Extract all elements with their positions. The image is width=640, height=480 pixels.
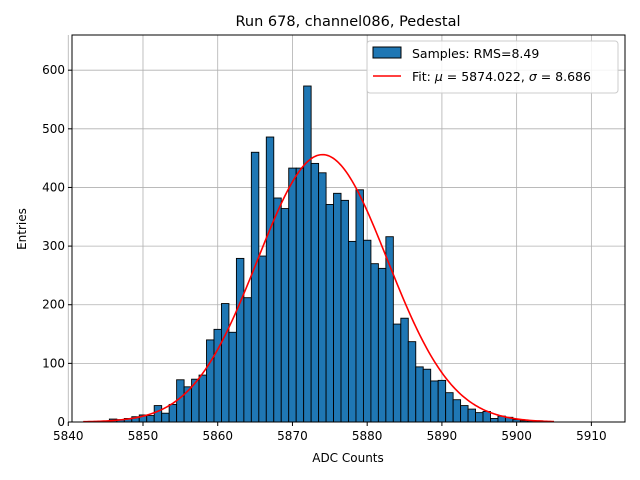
histogram-bar [243,297,252,423]
x-tick-label: 5880 [352,429,383,443]
y-tick-label: 200 [42,298,65,312]
histogram-bar [407,341,417,423]
histogram-bar [460,405,469,423]
histogram-bar [400,317,409,423]
histogram-bar [221,303,230,423]
histogram-bar [392,323,402,423]
histogram-bar [183,386,193,423]
chart-title: Run 678, channel086, Pedestal [235,14,460,30]
histogram-bar [362,239,372,423]
histogram-bar [168,403,178,423]
legend-fit-label: Fit: μ = 5874.022, σ = 8.686 [412,69,591,84]
histogram-bar [288,167,297,423]
x-axis-ticks: 5840 5850 5860 5870 5880 5890 5900 5910 [53,422,607,443]
x-tick-label: 5840 [53,429,84,443]
y-tick-label: 0 [57,415,65,429]
y-tick-label: 300 [42,239,65,253]
histogram-bar [422,368,432,423]
x-tick-label: 5850 [128,429,159,443]
histogram-bar [280,208,290,423]
x-tick-label: 5870 [277,429,308,443]
y-axis-label: Entries [15,208,29,250]
legend: Samples: RMS=8.49 Fit: μ = 5874.022, σ =… [366,40,619,94]
histogram-bar [318,172,327,423]
histogram-bar [265,136,275,423]
x-axis-label: ADC Counts [312,451,384,465]
histogram-bar [295,167,305,423]
histogram-bar [340,199,349,423]
histogram-bar [437,379,447,423]
histogram-bar [153,405,163,423]
histogram-bar [333,192,342,423]
x-tick-label: 5900 [501,429,532,443]
y-tick-label: 400 [42,180,65,194]
histogram-bar [161,412,170,423]
histogram-bar [176,379,185,423]
histogram-bar [198,374,207,423]
histogram-bar [235,257,245,423]
histogram-bar [355,189,364,423]
legend-samples-label: Samples: RMS=8.49 [412,46,539,61]
y-tick-label: 600 [42,63,65,77]
histogram-bar [348,240,357,423]
histogram-bar [258,255,267,423]
histogram-bar [370,263,379,423]
histogram-bar [206,339,215,423]
histogram-bar [310,162,320,423]
histogram-bars [108,85,544,423]
histogram-bar [475,412,484,423]
y-axis-ticks: 0 100 200 300 400 500 600 [42,63,72,429]
legend-box [366,40,619,94]
y-tick-label: 100 [42,356,65,370]
x-tick-label: 5910 [576,429,607,443]
histogram-bar [430,380,439,423]
histogram-bar [146,415,155,423]
axes-frame [71,34,626,423]
grid [67,35,625,423]
y-tick-label: 500 [42,122,65,136]
histogram-bar [228,331,237,423]
histogram-bar [303,85,312,423]
histogram-bar [482,410,491,423]
fit-curve [83,153,555,423]
histogram-bar [415,366,424,423]
histogram-bar [377,267,387,423]
histogram-bar [445,392,454,423]
legend-samples-swatch [372,46,402,59]
histogram-bar [273,197,282,423]
x-tick-label: 5860 [202,429,233,443]
histogram-bar [250,151,260,423]
x-tick-label: 5890 [427,429,458,443]
histogram-bar [490,418,499,423]
histogram-bar [452,399,462,423]
histogram-bar [467,408,476,423]
histogram-bar [325,204,335,423]
